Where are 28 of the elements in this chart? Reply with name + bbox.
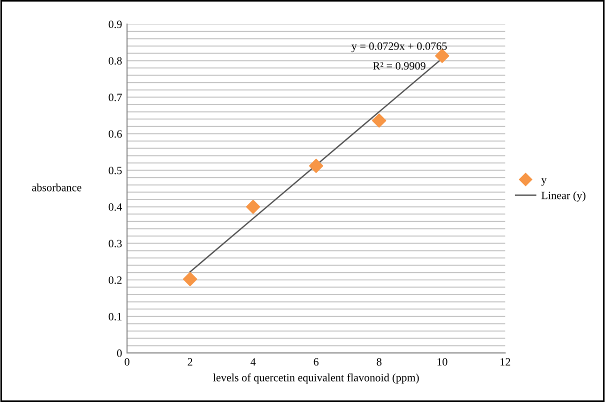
x-tick-label: 0 <box>124 358 130 366</box>
y-tick-label: 0.9 <box>108 20 122 28</box>
annotation: y = 0.0729x + 0.0765 <box>352 42 447 52</box>
point <box>435 48 450 63</box>
annotation: R² = 0.9909 <box>373 62 426 70</box>
legend-label: y <box>541 178 547 186</box>
point <box>183 272 198 286</box>
x-tick-label: 8 <box>376 358 382 366</box>
x-axis-title: levels of quercetin equivalent flavonoid (ppm) <box>213 373 419 384</box>
legend-label: Linear (y) <box>542 191 586 202</box>
y-tick-label: 0.6 <box>108 130 122 138</box>
y-tick-label: 0.1 <box>108 312 122 320</box>
y-axis-title: absorbance <box>32 184 82 192</box>
x-tick-label: 10 <box>438 358 448 366</box>
y-tick-label: 0.2 <box>108 276 122 284</box>
y-tick-label: 0.5 <box>108 166 122 174</box>
y-tick-label: 0.8 <box>108 57 122 65</box>
y-tick-label: 0 <box>117 349 122 357</box>
point <box>246 200 260 214</box>
x-tick-label: 2 <box>188 358 192 366</box>
y-tick-label: 0.7 <box>108 94 122 102</box>
x-tick-label: 4 <box>250 358 256 366</box>
y-tick-label: 0.3 <box>108 240 122 248</box>
x-tick-label: 12 <box>500 358 510 366</box>
x-tick-label: 6 <box>314 358 319 366</box>
point <box>372 114 386 128</box>
point <box>309 158 324 173</box>
y-tick-label: 0.4 <box>108 203 122 211</box>
